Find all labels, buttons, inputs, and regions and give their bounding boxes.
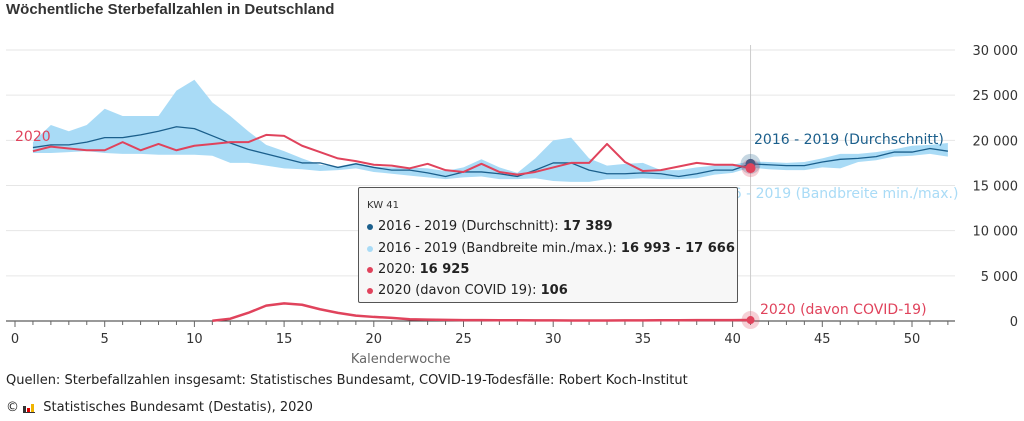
- marker-2020: [745, 163, 756, 174]
- average-line: [32, 126, 948, 178]
- y-tick-label: 10 000: [973, 225, 1019, 240]
- covid-marker: [746, 316, 755, 325]
- legend-dot-icon: [367, 266, 373, 273]
- legend-dot-icon: [367, 223, 373, 230]
- x-tick-label: 20: [366, 332, 383, 347]
- x-tick-label: 0: [11, 332, 19, 347]
- x-tick-label: 45: [814, 332, 831, 347]
- y-tick-label: 15 000: [973, 180, 1019, 195]
- x-tick-label: 25: [455, 332, 472, 347]
- y-tick-label: 25 000: [973, 89, 1019, 104]
- tooltip-value: 16 993 - 17 666: [620, 241, 735, 256]
- tooltip-row-band: 2016 - 2019 (Bandbreite min./max.): 16 9…: [367, 241, 735, 256]
- tooltip-row-covid: 2020 (davon COVID 19): 106: [367, 283, 568, 298]
- band-area: [32, 79, 948, 182]
- y-tick-label: 30 000: [973, 44, 1019, 59]
- tooltip-row-2020: 2020: 16 925: [367, 262, 469, 277]
- tooltip-value: 106: [540, 283, 568, 298]
- copyright-symbol: ©: [6, 400, 19, 415]
- x-axis-label: Kalenderwoche: [351, 352, 451, 367]
- x-tick-label: 15: [276, 332, 293, 347]
- tooltip-label: 2020 (davon COVID 19):: [378, 283, 541, 298]
- label-band: 2016 - 2019 (Bandbreite min./max.): [706, 186, 958, 202]
- publisher-link[interactable]: Statistisches Bundesamt (Destatis), 2020: [43, 400, 313, 415]
- line-2020: [32, 133, 751, 176]
- legend-dot-icon: [367, 245, 373, 252]
- sources-text: Quellen: Sterbefallzahlen insgesamt: Sta…: [6, 373, 688, 388]
- chart-title: Wöchentliche Sterbefallzahlen in Deutsch…: [6, 1, 335, 18]
- y-tick-label: 0: [1010, 315, 1018, 330]
- legend-dot-icon: [367, 287, 373, 294]
- y-tick-label: 20 000: [973, 134, 1019, 149]
- copyright-line: © Statistisches Bundesamt (Destatis), 20…: [6, 400, 313, 415]
- label-2020: 2020: [15, 129, 51, 145]
- x-tick-label: 35: [635, 332, 652, 347]
- label-average: 2016 - 2019 (Durchschnitt): [754, 132, 944, 148]
- tooltip-label: 2016 - 2019 (Bandbreite min./max.):: [378, 241, 621, 256]
- tooltip: KW 41 2016 - 2019 (Durchschnitt): 17 389…: [358, 187, 738, 303]
- tooltip-header: KW 41: [367, 200, 399, 211]
- tooltip-value: 16 925: [419, 262, 470, 277]
- destatis-logo-icon: [23, 403, 36, 413]
- covid-line: [212, 302, 751, 322]
- x-tick-label: 10: [186, 332, 203, 347]
- tooltip-label: 2020:: [378, 262, 420, 277]
- tooltip-label: 2016 - 2019 (Durchschnitt):: [378, 219, 563, 234]
- tooltip-row-average: 2016 - 2019 (Durchschnitt): 17 389: [367, 219, 613, 234]
- x-tick-label: 5: [101, 332, 109, 347]
- x-tick-label: 50: [904, 332, 921, 347]
- y-tick-label: 5 000: [981, 270, 1018, 285]
- label-covid: 2020 (davon COVID-19): [760, 302, 927, 318]
- x-tick-label: 40: [724, 332, 741, 347]
- x-tick-label: 30: [545, 332, 562, 347]
- tooltip-value: 17 389: [562, 219, 613, 234]
